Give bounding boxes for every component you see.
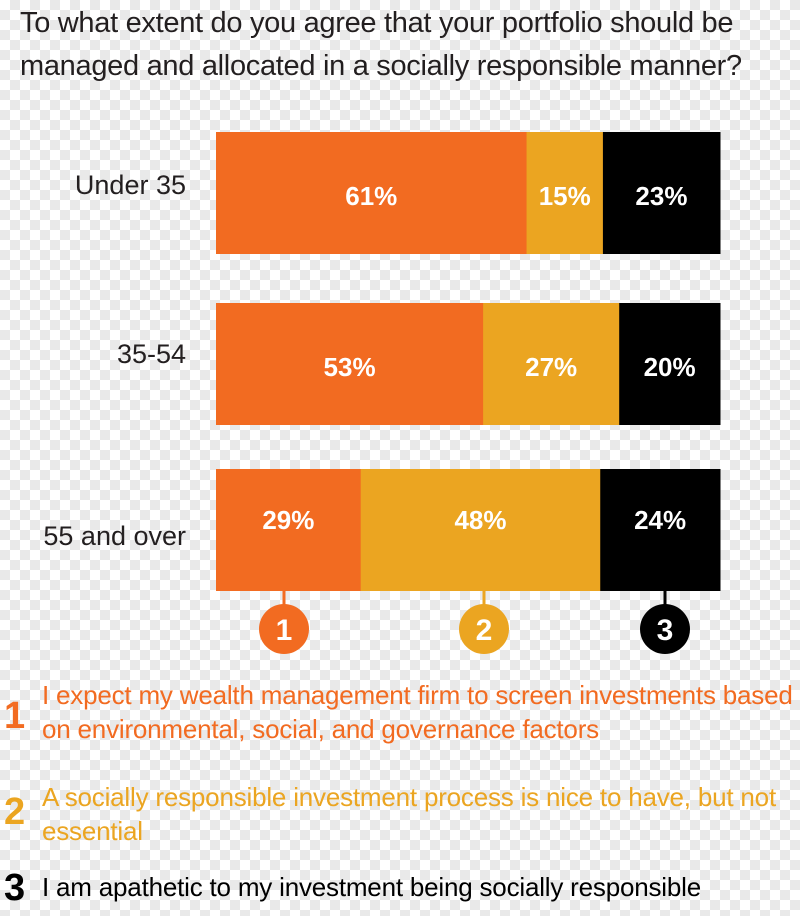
- marker-circle-2: [459, 604, 509, 654]
- category-label: 35-54: [117, 339, 186, 369]
- data-label: 53%: [324, 352, 376, 382]
- bar-segment-2: [526, 132, 604, 254]
- legend-number-3: 3: [4, 867, 26, 909]
- bar-segment-1: [216, 303, 484, 425]
- bar-segment-3: [619, 303, 721, 425]
- category-label: Under 35: [75, 170, 186, 200]
- chart-title: To what extent do you agree that your po…: [20, 7, 742, 82]
- data-label: 27%: [525, 352, 577, 382]
- data-label: 20%: [644, 352, 696, 382]
- bar-segment-3: [602, 132, 721, 254]
- data-label: 61%: [345, 181, 397, 211]
- bar-segment-2: [483, 303, 620, 425]
- bar-segment-3: [600, 469, 721, 591]
- data-label: 23%: [635, 181, 687, 211]
- data-label: 15%: [539, 181, 591, 211]
- data-label: 24%: [634, 505, 686, 535]
- legend-text-2: A socially responsible investment proces…: [42, 782, 776, 846]
- bar-segment-1: [216, 132, 528, 254]
- legend-number-2: 2: [4, 791, 26, 833]
- bar-segment-2: [360, 469, 601, 591]
- category-label: 55 and over: [43, 521, 186, 551]
- legend-number-1: 1: [4, 695, 26, 737]
- legend-text-1: I expect my wealth management firm to sc…: [42, 680, 793, 744]
- bar-segment-1: [216, 469, 362, 591]
- marker-circle-1: [259, 604, 309, 654]
- legend-text-3: I am apathetic to my investment being so…: [42, 872, 701, 902]
- stacked-bar-chart: Under 35 61% 15% 23% 35-54 53% 27% 20% 55 and ov…: [43, 132, 721, 654]
- marker-number: 3: [657, 614, 674, 647]
- marker-number: 1: [276, 614, 293, 647]
- data-label: 48%: [454, 505, 506, 535]
- marker-number: 2: [476, 614, 493, 647]
- data-label: 29%: [262, 505, 314, 535]
- marker-circle-3: [640, 604, 690, 654]
